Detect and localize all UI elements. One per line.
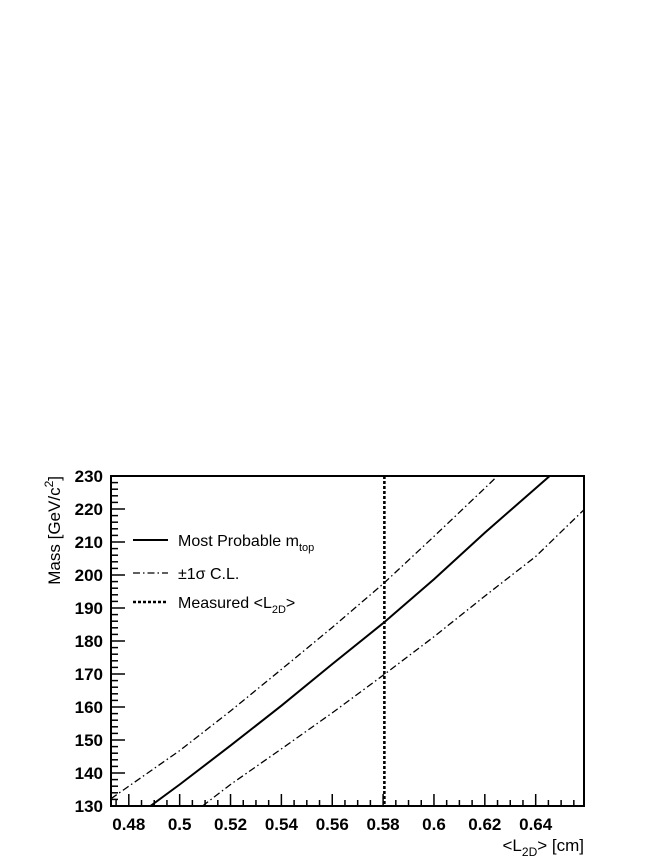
legend-label-measured-suffix: > (286, 595, 295, 612)
x-axis-title-suffix: > [cm] (537, 836, 584, 855)
legend-label-measured-main: Measured <L (178, 595, 272, 612)
x-axis-title-sub: 2D (522, 845, 538, 859)
legend-label-measured: Measured <L2D> (178, 595, 295, 616)
y-axis-title-sup: 2 (42, 480, 56, 487)
y-tick-label: 180 (75, 632, 103, 651)
y-axis-title-prefix: Mass [GeV/c (45, 487, 64, 585)
legend-label-most-probable: Most Probable mtop (178, 533, 314, 554)
x-tick-label: 0.58 (367, 815, 400, 834)
y-axis-title: Mass [GeV/c2] (42, 476, 64, 585)
x-tick-label: 0.6 (422, 815, 446, 834)
y-tick-label: 230 (75, 467, 103, 486)
x-tick-label: 0.5 (168, 815, 192, 834)
plot-frame (110, 475, 585, 807)
x-tick-label: 0.64 (519, 815, 553, 834)
legend-label-measured-sub: 2D (272, 604, 286, 616)
legend: Most Probable mtop ±1σ C.L. Measured <L2… (133, 533, 314, 616)
y-axis-ticks: 130 140 150 160 170 180 190 200 210 220 230 (75, 467, 125, 816)
x-tick-label: 0.52 (214, 815, 247, 834)
legend-label-most-probable-main: Most Probable m (178, 533, 299, 550)
legend-label-confidence-level: ±1σ C.L. (178, 566, 239, 583)
chart-curves (111, 476, 584, 806)
x-tick-label: 0.48 (112, 815, 145, 834)
x-tick-label: 0.56 (316, 815, 349, 834)
y-tick-label: 140 (75, 764, 103, 783)
x-axis-ticks: 0.48 0.5 0.52 0.54 0.56 0.58 0.6 0.62 0.64 (112, 794, 575, 834)
x-axis-title-prefix: <L (503, 836, 522, 855)
y-tick-label: 190 (75, 599, 103, 618)
y-tick-label: 170 (75, 665, 103, 684)
y-tick-label: 220 (75, 500, 103, 519)
y-tick-label: 200 (75, 566, 103, 585)
y-tick-label: 130 (75, 797, 103, 816)
x-tick-label: 0.62 (468, 815, 501, 834)
y-tick-label: 150 (75, 731, 103, 750)
x-tick-label: 0.54 (265, 815, 299, 834)
series-line-1 (111, 476, 498, 800)
x-axis-title: <L2D> [cm] (503, 836, 585, 859)
legend-label-most-probable-sub: top (299, 542, 314, 554)
y-axis-title-suffix: ] (45, 476, 64, 481)
series-line-2 (202, 509, 584, 806)
y-tick-label: 210 (75, 533, 103, 552)
series-line-0 (149, 476, 551, 806)
y-tick-label: 160 (75, 698, 103, 717)
